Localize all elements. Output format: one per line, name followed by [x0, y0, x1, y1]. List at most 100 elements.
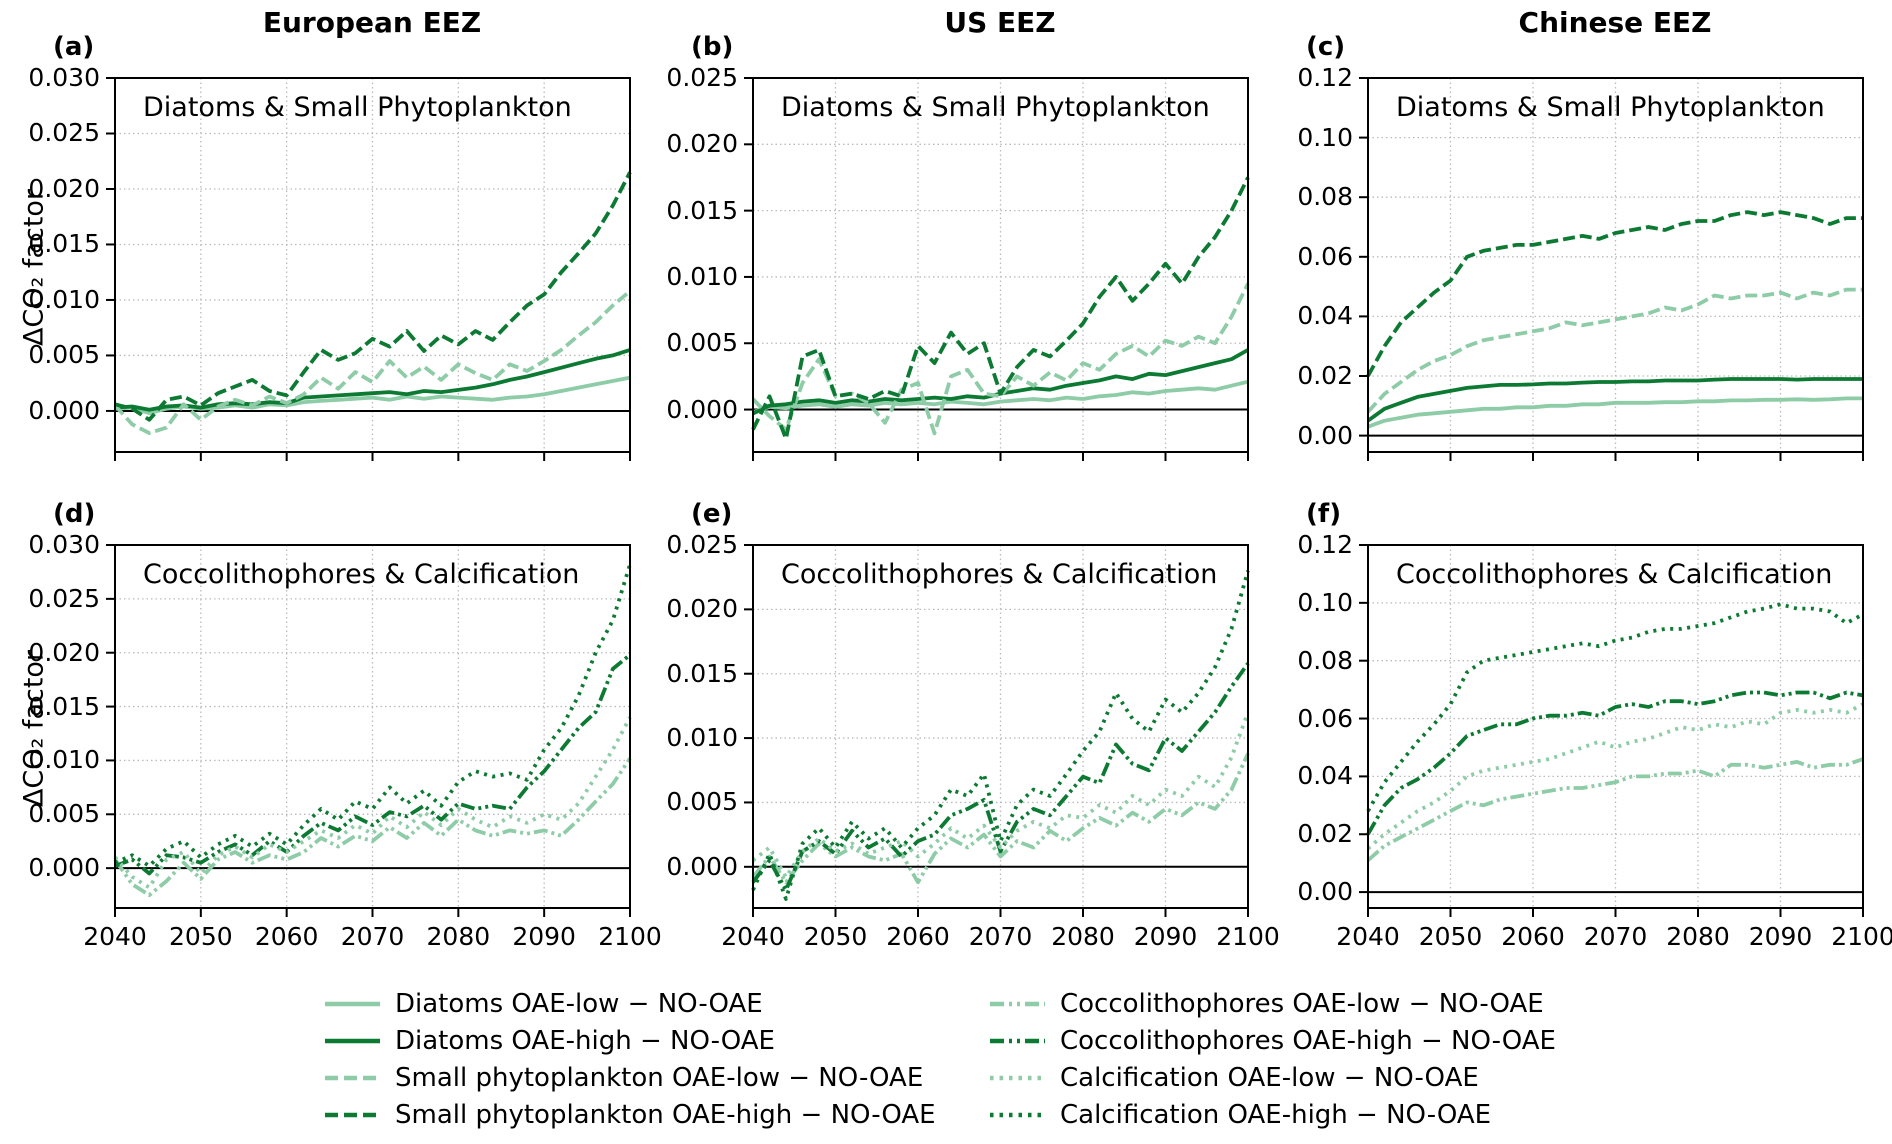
series-line [1366, 690, 1864, 836]
panel-label: Diatoms & Small Phytoplankton [1396, 92, 1825, 123]
x-tick-label: 2070 [968, 922, 1033, 951]
legend-label: Calcification OAE-low − NO-OAE [1060, 1063, 1479, 1093]
legend-label: Calcification OAE-high − NO-OAE [1060, 1100, 1492, 1130]
series-line [114, 563, 632, 868]
x-tick-label: 2080 [1666, 922, 1730, 951]
legend-label: Diatoms OAE-high − NO-OAE [395, 1026, 775, 1056]
legend-label: Diatoms OAE-low − NO-OAE [395, 989, 763, 1019]
y-tick-label: 0.025 [666, 530, 738, 559]
legend-swatch-dashdot-oae_low [990, 1001, 1045, 1007]
y-tick-label: 0.030 [28, 63, 100, 92]
x-tick-label: 2090 [512, 922, 576, 951]
series-line [1366, 377, 1863, 423]
legend-swatch-dotted-oae_low [990, 1075, 1045, 1081]
series-line [113, 757, 632, 897]
x-tick-label: 2050 [169, 922, 233, 951]
series-line [114, 348, 631, 412]
y-tick-label: 0.12 [1297, 63, 1353, 92]
legend-label: Coccolithophores OAE-low − NO-OAE [1060, 989, 1544, 1019]
y-tick-label: 0.06 [1297, 703, 1353, 733]
panel-letter-c: (c) [1306, 32, 1346, 62]
x-tick-label: 2090 [1133, 922, 1198, 951]
y-tick-label: 0.10 [1297, 587, 1353, 617]
x-tick-label: 2050 [803, 922, 868, 951]
legend-label: Small phytoplankton OAE-high − NO-OAE [395, 1100, 936, 1130]
x-tick-label: 2070 [340, 922, 405, 951]
y-tick-label: 0.015 [666, 195, 738, 225]
y-tick-label: 0.015 [666, 658, 738, 688]
plot-area-e [744, 544, 1250, 917]
axes-spines [752, 77, 1249, 453]
series-line [1366, 757, 1864, 862]
panel-letter-a: (a) [53, 32, 95, 62]
legend-label: Coccolithophores OAE-high − NO-OAE [1060, 1026, 1556, 1056]
series-line [751, 176, 1250, 441]
y-tick-label: 0.010 [666, 261, 738, 291]
y-tick-label: 0.000 [28, 853, 100, 883]
plot-area-f [1359, 544, 1864, 917]
x-tick-label: 2060 [886, 922, 950, 951]
x-tick-label: 2080 [1051, 922, 1115, 951]
plot-area-d [106, 544, 632, 917]
x-tick-label: 2060 [1501, 922, 1565, 951]
legend-swatch-dashed-oae_low [325, 1075, 380, 1081]
legend-swatch-dotted-oae_high [990, 1112, 1045, 1118]
x-tick-label: 2100 [598, 922, 662, 951]
y-axis-label-row1: ΔCO₂ factor [18, 188, 50, 347]
legend-swatch-solid-oae_low [325, 1001, 380, 1007]
panel-label: Diatoms & Small Phytoplankton [143, 92, 572, 123]
y-tick-label: 0.020 [28, 637, 100, 667]
y-tick-label: 0.000 [28, 395, 100, 425]
legend-swatch-dashdot-oae_high [990, 1038, 1045, 1044]
y-tick-label: 0.04 [1297, 761, 1353, 791]
x-tick-label: 2040 [83, 922, 147, 951]
x-tick-label: 2100 [1831, 922, 1892, 951]
x-tick-label: 2080 [426, 922, 491, 951]
y-tick-label: 0.00 [1297, 420, 1353, 450]
y-tick-label: 0.010 [28, 284, 100, 314]
series-line [751, 752, 1250, 885]
y-tick-label: 0.02 [1297, 819, 1353, 849]
series-line [751, 662, 1250, 892]
legend-swatch-dashed-oae_high [325, 1112, 380, 1118]
y-axis-label-row2: ΔCO₂ factor [18, 649, 50, 808]
y-tick-label: 0.015 [28, 229, 100, 259]
x-tick-label: 2040 [1336, 922, 1400, 951]
panel-letter-f: (f) [1306, 499, 1342, 529]
series-line [1366, 702, 1864, 851]
y-tick-label: 0.12 [1297, 530, 1353, 559]
panel-letter-b: (b) [691, 32, 734, 62]
y-tick-label: 0.06 [1297, 241, 1353, 271]
y-tick-label: 0.015 [28, 691, 100, 721]
plot-area-a [106, 77, 632, 461]
y-tick-label: 0.020 [666, 594, 738, 624]
y-tick-label: 0.005 [666, 787, 738, 817]
series-line [113, 289, 632, 435]
y-tick-label: 0.08 [1297, 645, 1353, 675]
x-tick-label: 2070 [1583, 922, 1648, 951]
y-tick-label: 0.005 [28, 340, 100, 370]
column-title-european-eez: European EEZ [262, 6, 482, 39]
column-title-us-eez: US EEZ [944, 6, 1056, 39]
y-tick-label: 0.005 [28, 799, 100, 829]
panel-letter-d: (d) [53, 499, 96, 529]
panel-label: Diatoms & Small Phytoplankton [781, 92, 1210, 123]
panel-label: Coccolithophores & Calcification [781, 559, 1218, 590]
series-line [1367, 396, 1863, 429]
series-line [751, 570, 1250, 901]
y-tick-label: 0.02 [1297, 361, 1353, 390]
y-tick-label: 0.04 [1297, 301, 1353, 331]
series-line [1366, 210, 1863, 377]
panel-label: Coccolithophores & Calcification [1396, 559, 1833, 590]
panel-letter-e: (e) [691, 499, 733, 529]
y-tick-label: 0.020 [666, 129, 738, 159]
axes-spines [1367, 77, 1864, 453]
series-line [751, 711, 1250, 879]
y-tick-label: 0.025 [666, 63, 738, 92]
series-line [1366, 287, 1863, 414]
y-tick-label: 0.08 [1297, 182, 1353, 212]
x-tick-label: 2100 [1216, 922, 1280, 951]
y-tick-label: 0.10 [1297, 122, 1353, 152]
y-tick-label: 0.010 [28, 745, 100, 775]
